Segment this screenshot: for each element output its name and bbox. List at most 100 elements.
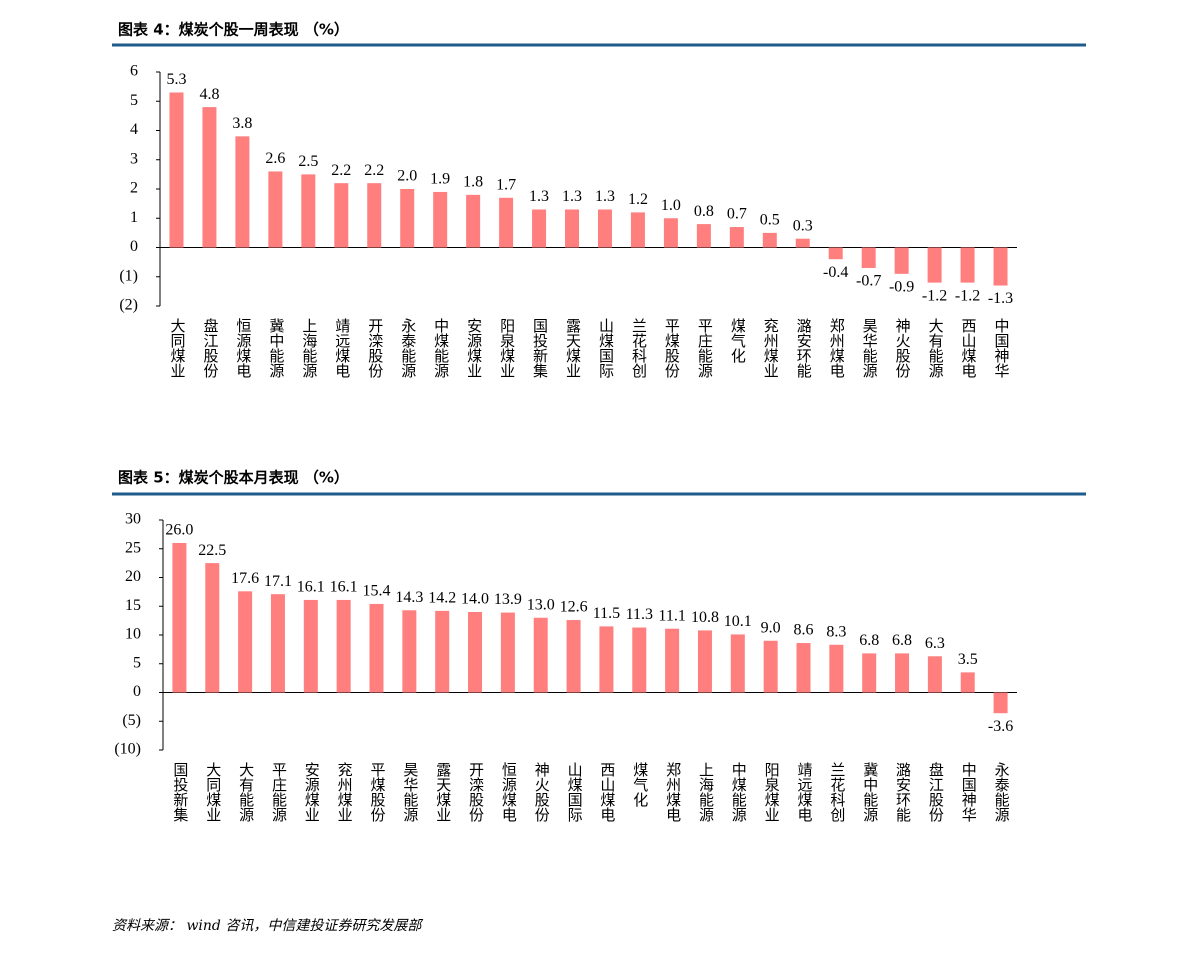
value-label: 1.3 bbox=[595, 188, 615, 205]
x-tick-label: 大有能源 bbox=[237, 762, 255, 822]
value-label: 10.8 bbox=[691, 609, 719, 626]
value-label: 4.8 bbox=[199, 86, 219, 103]
value-label: 3.8 bbox=[232, 115, 252, 132]
value-label: 8.3 bbox=[826, 623, 846, 640]
x-tick-label: 兰花科创 bbox=[630, 318, 648, 379]
bar bbox=[895, 653, 910, 693]
y-tick-label: (10) bbox=[114, 741, 141, 758]
x-tick-label: 平庄能源 bbox=[270, 762, 288, 822]
bar bbox=[336, 599, 351, 693]
y-tick-label: (2) bbox=[119, 297, 138, 314]
bar bbox=[303, 599, 318, 693]
value-label: -3.6 bbox=[988, 718, 1013, 735]
x-tick-label: 国投新集 bbox=[171, 762, 189, 822]
chart-title: 图表 4：煤炭个股一周表现 （%） bbox=[118, 21, 349, 39]
bar bbox=[169, 92, 184, 248]
y-tick-label: 5 bbox=[133, 654, 141, 671]
value-label: -0.7 bbox=[856, 273, 881, 290]
x-tick-label: 昊华能源 bbox=[861, 318, 879, 378]
x-tick-label: 露天煤业 bbox=[434, 762, 452, 822]
bar bbox=[729, 227, 744, 248]
value-label: 6.8 bbox=[892, 632, 912, 649]
y-tick-label: 3 bbox=[130, 150, 138, 167]
value-label: 1.0 bbox=[661, 197, 681, 214]
y-tick-label: (1) bbox=[119, 267, 138, 284]
x-tick-label: 煤气化 bbox=[631, 762, 649, 807]
x-tick-label: 西山煤电 bbox=[960, 318, 978, 378]
x-tick-label: 平庄能源 bbox=[696, 318, 714, 378]
x-tick-label: 中国神华 bbox=[960, 762, 978, 822]
bar bbox=[960, 672, 975, 693]
value-label: 13.9 bbox=[494, 591, 522, 608]
bar bbox=[795, 238, 810, 248]
bar bbox=[270, 594, 285, 693]
bar bbox=[762, 232, 777, 248]
x-tick-label: 开滦股份 bbox=[366, 318, 384, 379]
bar bbox=[172, 543, 187, 693]
bar bbox=[630, 212, 645, 248]
x-tick-label: 上海能源 bbox=[697, 762, 715, 822]
value-label: 12.6 bbox=[560, 599, 588, 616]
value-label: 22.5 bbox=[198, 542, 226, 559]
value-label: 0.7 bbox=[727, 206, 747, 223]
value-label: 16.1 bbox=[297, 579, 325, 596]
x-tick-label: 安源煤业 bbox=[465, 318, 483, 378]
bar bbox=[238, 591, 253, 693]
value-label: 1.7 bbox=[496, 176, 516, 193]
bar bbox=[499, 197, 514, 248]
bar bbox=[500, 612, 515, 693]
value-label: 10.1 bbox=[724, 613, 752, 630]
y-tick-label: 1 bbox=[130, 209, 138, 226]
bar bbox=[697, 630, 712, 693]
x-tick-label: 阳泉煤业 bbox=[763, 762, 781, 822]
value-label: 8.6 bbox=[794, 622, 814, 639]
value-label: -1.3 bbox=[988, 290, 1013, 307]
bar bbox=[334, 183, 349, 248]
bar bbox=[466, 194, 481, 248]
x-tick-label: 靖远煤电 bbox=[796, 762, 814, 822]
x-tick-label: 中国神华 bbox=[993, 318, 1011, 378]
x-tick-label: 郑州煤电 bbox=[828, 318, 846, 378]
y-tick-label: 0 bbox=[133, 683, 141, 700]
value-label: 16.1 bbox=[330, 579, 358, 596]
value-label: 0.5 bbox=[760, 212, 780, 229]
x-tick-label: 潞安环能 bbox=[894, 762, 912, 823]
y-tick-label: 10 bbox=[125, 626, 141, 643]
bar bbox=[597, 209, 612, 248]
x-tick-label: 大同煤业 bbox=[204, 762, 222, 822]
value-label: 1.8 bbox=[463, 174, 483, 191]
bar bbox=[435, 610, 450, 693]
value-label: 17.6 bbox=[231, 570, 259, 587]
bar bbox=[829, 644, 844, 693]
x-tick-label: 阳泉煤业 bbox=[498, 318, 516, 378]
value-label: -1.2 bbox=[955, 287, 980, 304]
value-label: 14.0 bbox=[461, 591, 489, 608]
bar bbox=[796, 643, 811, 693]
y-tick-label: 15 bbox=[125, 597, 141, 614]
source-note: 资料来源： wind 咨讯，中信建投证券研究发展部 bbox=[112, 918, 423, 934]
bar bbox=[862, 653, 877, 693]
bar bbox=[632, 627, 647, 693]
value-label: 9.0 bbox=[761, 619, 781, 636]
value-label: 2.5 bbox=[298, 153, 318, 170]
bar bbox=[533, 617, 548, 693]
value-label: 0.8 bbox=[694, 203, 714, 220]
x-tick-label: 兖州煤业 bbox=[762, 318, 780, 378]
bar bbox=[433, 191, 448, 248]
x-tick-label: 平煤股份 bbox=[663, 318, 681, 379]
x-tick-label: 永泰能源 bbox=[993, 762, 1011, 822]
x-tick-label: 兰花科创 bbox=[828, 762, 846, 823]
bar bbox=[763, 640, 778, 693]
x-tick-label: 安源煤业 bbox=[303, 762, 321, 822]
x-tick-label: 山煤国际 bbox=[597, 318, 615, 379]
value-label: 2.6 bbox=[265, 150, 285, 167]
y-tick-label: 6 bbox=[130, 63, 138, 80]
bar bbox=[369, 603, 384, 693]
value-label: 26.0 bbox=[165, 522, 193, 539]
value-label: 11.1 bbox=[658, 607, 685, 624]
x-tick-label: 露天煤业 bbox=[564, 318, 582, 378]
bar bbox=[566, 620, 581, 693]
x-tick-label: 冀中能源 bbox=[861, 762, 879, 822]
value-label: 1.3 bbox=[529, 188, 549, 205]
x-tick-label: 恒源煤电 bbox=[500, 762, 518, 822]
